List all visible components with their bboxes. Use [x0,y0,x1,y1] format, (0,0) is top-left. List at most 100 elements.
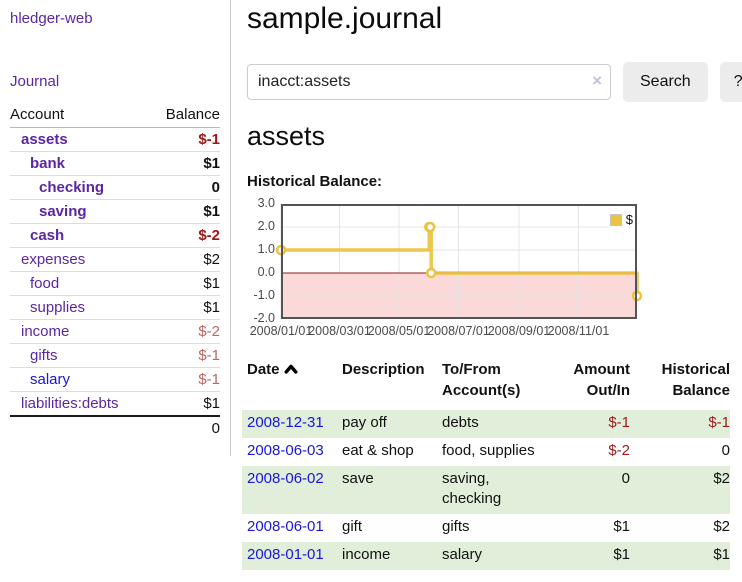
sidebar-account-link[interactable]: supplies [30,299,86,316]
page-title: sample.journal [247,2,443,35]
chart-legend: $ [607,211,635,228]
transaction-date-cell: 2008-06-03 [242,438,342,466]
sidebar-item-journal[interactable]: Journal [10,73,60,90]
search-button[interactable]: Search [623,62,708,102]
transaction-date-link[interactable]: 2008-12-31 [247,414,324,432]
sidebar-account-link[interactable]: checking [39,179,105,196]
transaction-date-cell: 2008-01-01 [242,542,342,570]
account-name-cell: assets [10,128,150,152]
accounts-total-row: 0 [10,415,220,440]
column-header-balance[interactable]: Historical Balance [661,361,730,399]
account-name-cell: saving [10,199,151,224]
series-swatch-icon [609,213,622,226]
sidebar-account-link[interactable]: saving [39,203,87,220]
transaction-description: pay off [342,414,387,432]
account-balance: $2 [150,247,220,272]
x-axis-tick-label: 2008/01/01 [249,324,313,338]
transaction-balance: $2 [713,518,730,536]
y-axis-tick-label: 0.0 [257,265,275,279]
y-axis-tick-label: -2.0 [253,311,275,325]
transaction-date-link[interactable]: 2008-01-01 [247,545,324,563]
account-balance: $-2 [150,223,220,248]
transaction-date-cell: 2008-12-31 [242,410,342,438]
transaction-description: save [342,469,374,487]
transaction-row: 2008-01-01 income salary $1 $1 [242,541,730,570]
transaction-accounts: saving, checking [442,469,502,508]
transaction-date-link[interactable]: 2008-06-02 [247,469,324,487]
transaction-amount: $1 [613,518,630,536]
sidebar-account-link[interactable]: gifts [30,347,58,364]
transaction-date-link[interactable]: 2008-06-03 [247,442,324,460]
transaction-description: income [342,545,391,563]
y-axis-tick-label: 1.0 [257,242,275,256]
account-balance: $-1 [150,343,220,368]
sidebar-account-link[interactable]: bank [30,155,66,172]
account-balance: 0 [150,175,220,200]
y-axis-tick-label: -1.0 [253,288,275,302]
clear-search-icon[interactable]: × [592,71,602,90]
account-row: expenses $2 [10,247,220,272]
transaction-accounts: gifts [442,518,470,536]
x-axis-tick-label: 2008/11/01 [547,324,610,338]
accounts-header-balance: Balance [150,104,220,128]
account-balance: $1 [150,391,220,416]
transaction-date-cell: 2008-06-01 [242,514,342,542]
account-balance: $1 [150,151,220,176]
accounts-total-spacer [10,415,151,440]
account-balance: $-2 [150,319,220,344]
accounts-total-value: 0 [150,415,220,440]
account-name-cell: supplies [10,295,151,320]
account-row: gifts $-1 [10,343,220,368]
account-balance: $-1 [198,131,220,148]
transaction-balance: $2 [713,469,730,487]
sidebar-account-link[interactable]: cash [30,227,65,244]
sidebar: hledger-web Journal Account Balance asse… [0,0,231,456]
account-name-cell: gifts [10,343,151,368]
accounts-header-row: Account Balance [10,104,220,128]
chart-canvas [275,204,643,319]
account-name-cell: expenses [10,247,151,272]
sidebar-account-link[interactable]: salary [30,371,71,388]
transaction-date-link[interactable]: 2008-06-01 [247,518,324,536]
account-row: income $-2 [10,319,220,344]
historical-balance-chart[interactable]: 3.0 2.0 1.0 0.0 -1.0 -2.0 2008/01/01 2008/03/01… [247,196,649,342]
column-header-amount[interactable]: Amount Out/In [573,361,630,399]
transaction-description: gift [342,518,363,536]
y-axis-tick-label: 3.0 [257,196,275,210]
transaction-balance: $-1 [708,414,730,432]
transactions-table: Date Description To/From Account(s) Amou… [242,358,730,570]
transaction-amount: $-2 [608,442,630,460]
y-axis-tick-label: 2.0 [257,219,275,233]
app-window: hledger-web Journal Account Balance asse… [0,0,742,570]
account-row: checking 0 [10,175,220,200]
sidebar-account-link[interactable]: food [30,275,60,292]
sidebar-account-link[interactable]: income [21,323,70,340]
transaction-row: 2008-06-03 eat & shop food, supplies $-2 0 [242,438,730,466]
account-row: food $1 [10,271,220,296]
transaction-accounts: salary [442,545,483,563]
transaction-row: 2008-06-01 gift gifts $1 $2 [242,514,730,542]
sidebar-account-link[interactable]: liabilities:debts [21,395,119,412]
main-content: sample.journal × Search ? assets Histori… [231,0,742,570]
account-name-cell: checking [10,175,151,200]
x-axis-tick-label: 2008/07/01 [427,324,490,338]
search-input[interactable] [247,64,611,100]
column-header-accounts[interactable]: To/From Account(s) [442,361,521,399]
account-row: cash $-2 [10,223,220,248]
account-balance: $-1 [150,367,220,392]
account-name-cell: bank [10,151,151,176]
help-button[interactable]: ? [719,62,742,102]
app-title-link[interactable]: hledger-web [10,10,93,27]
column-header-date[interactable]: Date [242,358,342,410]
sidebar-account-link[interactable]: expenses [21,251,86,268]
sidebar-account-link[interactable]: assets [21,131,68,148]
account-row: saving $1 [10,199,220,224]
account-row: liabilities:debts $1 [10,391,220,416]
account-row: supplies $1 [10,295,220,320]
transaction-balance: $1 [713,545,730,563]
account-name-cell: liabilities:debts [10,391,151,416]
account-row: bank $1 [10,151,220,176]
x-axis-tick-label: 2008/05/01 [367,324,431,338]
column-header-description[interactable]: Description [342,361,425,378]
transaction-balance: 0 [721,442,730,460]
